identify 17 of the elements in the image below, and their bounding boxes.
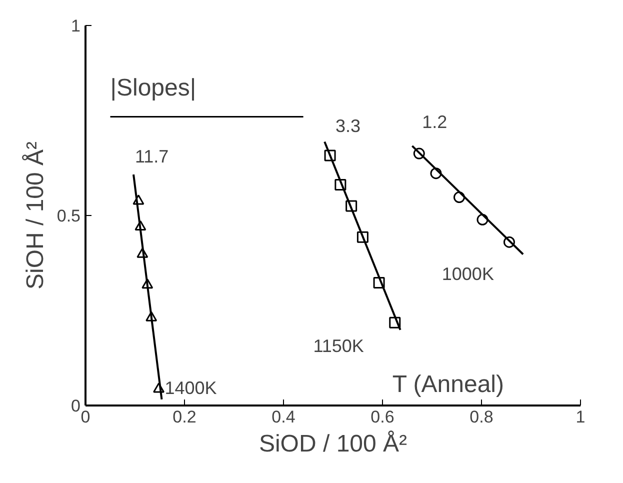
x-tick-label: 0.4 [272, 408, 296, 426]
x-tick-label: 0.8 [470, 408, 494, 426]
annotation: 3.3 [335, 116, 361, 136]
annotation: 11.7 [135, 146, 169, 166]
x-tick-label: 0.2 [172, 408, 196, 426]
annotation: 1150K [313, 336, 364, 356]
annotation: 1.2 [422, 112, 448, 132]
x-tick-label: 0.6 [370, 408, 394, 426]
y-axis-title: SiOH / 100 Å² [22, 141, 49, 290]
annotation: 1000K [442, 264, 494, 284]
annotation: |Slopes| [110, 74, 196, 102]
x-axis-title: SiOD / 100 Å² [258, 430, 408, 458]
annotation: T (Anneal) [392, 370, 504, 398]
y-tick-label: 0.5 [56, 206, 81, 226]
x-tick-label: 1 [576, 408, 586, 426]
y-tick-label: 1 [71, 16, 81, 36]
annotation: 1400K [164, 378, 217, 398]
